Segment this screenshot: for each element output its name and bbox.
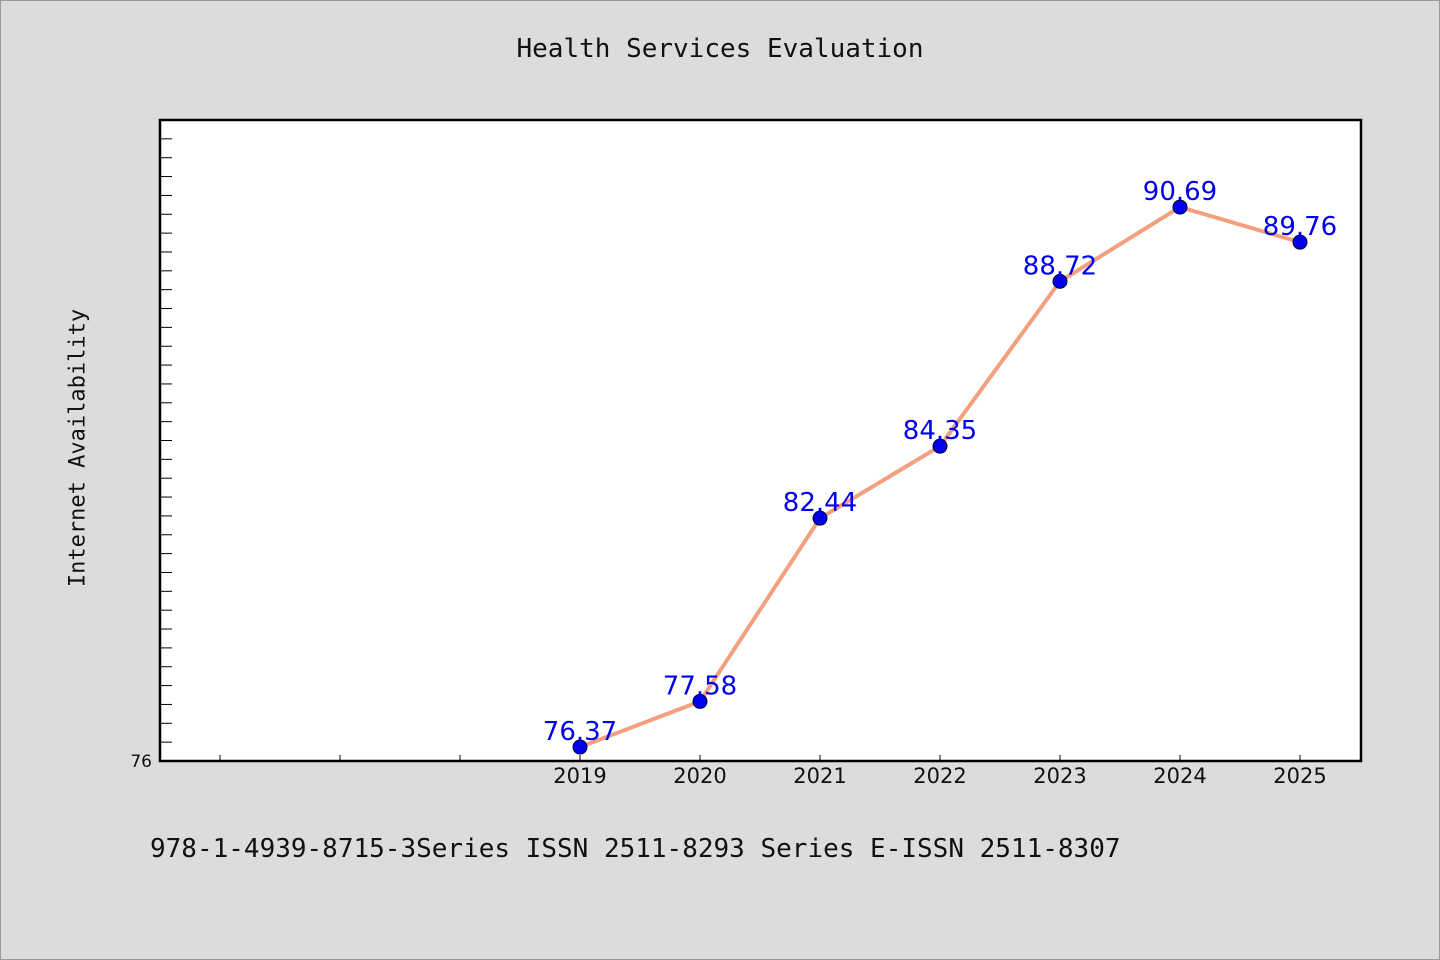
data-label: 77.58 bbox=[663, 671, 737, 701]
data-label: 88.72 bbox=[1023, 251, 1097, 281]
x-tick-label: 2019 bbox=[553, 764, 606, 788]
plot-area bbox=[158, 118, 1363, 763]
y-axis-ticks: 76 bbox=[130, 138, 172, 772]
x-tick-label: 2020 bbox=[673, 764, 726, 788]
data-label: 90.69 bbox=[1143, 177, 1217, 207]
x-axis-ticks: 2019 2020 2021 2022 2023 2024 2025 bbox=[219, 755, 1327, 788]
data-label: 84.35 bbox=[903, 416, 977, 446]
data-point bbox=[812, 510, 828, 526]
data-point bbox=[572, 739, 588, 755]
series-layer: 76.37 77.58 82.44 84.35 88.72 90.69 89.76 bbox=[543, 177, 1337, 755]
data-label: 82.44 bbox=[783, 488, 857, 518]
data-label: 89.76 bbox=[1263, 212, 1337, 242]
x-tick-label: 2021 bbox=[793, 764, 846, 788]
y-tick-label: 76 bbox=[130, 752, 152, 772]
x-tick-label: 2025 bbox=[1273, 764, 1326, 788]
data-point bbox=[692, 693, 708, 709]
data-point bbox=[1172, 199, 1188, 215]
x-tick-label: 2022 bbox=[913, 764, 966, 788]
x-tick-label: 2024 bbox=[1153, 764, 1206, 788]
data-label: 76.37 bbox=[543, 717, 617, 747]
data-point bbox=[1292, 234, 1308, 250]
data-point bbox=[1052, 273, 1068, 289]
x-tick-label: 2023 bbox=[1033, 764, 1086, 788]
footer-isbn-text: 978-1-4939-8715-3Series ISSN 2511-8293 S… bbox=[150, 834, 1121, 864]
chart-title: Health Services Evaluation bbox=[516, 34, 924, 64]
data-point bbox=[932, 438, 948, 454]
